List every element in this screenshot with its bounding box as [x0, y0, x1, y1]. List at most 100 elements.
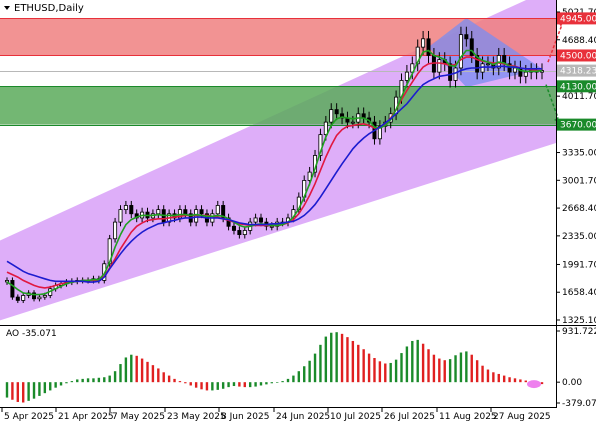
- ao-label: AO -35.071: [6, 329, 57, 339]
- ao-bar: [438, 358, 441, 383]
- ao-bar: [497, 373, 500, 383]
- candle-body: [334, 109, 339, 115]
- price-tick-label: 4011.70: [562, 92, 596, 102]
- level-price-label: 3670.00: [560, 121, 596, 131]
- ao-bar: [281, 381, 284, 383]
- main-price-pane: 5021.704688.404011.703335.003001.702668.…: [0, 0, 596, 326]
- level-price-label: 4318.23: [560, 67, 596, 77]
- ao-bar: [373, 358, 376, 383]
- ao-bar: [27, 382, 30, 401]
- candle-body: [15, 296, 20, 301]
- level-price-tag: [557, 49, 596, 62]
- ao-bar: [5, 382, 9, 398]
- ao-bar: [454, 355, 457, 383]
- ao-bar: [92, 378, 95, 383]
- candle-body: [350, 121, 355, 124]
- ao-bar: [427, 349, 430, 383]
- level-price-tag: [557, 64, 596, 77]
- ao-bar: [59, 382, 63, 386]
- candle-body: [253, 217, 258, 223]
- candle-body: [458, 34, 463, 69]
- ao-bar: [54, 382, 57, 388]
- price-tick-label: 1991.70: [562, 260, 596, 270]
- ao-bar: [103, 377, 106, 383]
- candle-body: [37, 296, 42, 300]
- symbol-label: ETHUSD,Daily: [14, 3, 84, 14]
- ao-bar: [157, 368, 160, 383]
- candle-body: [10, 280, 15, 298]
- main-plot-area: [0, 0, 556, 321]
- candle-body: [177, 209, 182, 219]
- candle-body: [42, 295, 47, 298]
- ao-bar: [448, 359, 452, 383]
- candle-body: [32, 292, 37, 300]
- candle-body: [21, 295, 26, 301]
- symbol-title[interactable]: ETHUSD,Daily: [4, 3, 84, 14]
- price-channel: [0, 0, 556, 321]
- price-tick-label: 3001.70: [562, 176, 596, 186]
- ao-bar: [205, 382, 209, 391]
- ao-marker: [527, 380, 541, 389]
- ao-bar: [221, 382, 225, 389]
- time-tick-label: 27 Aug 2025: [493, 412, 551, 422]
- ao-bar: [238, 382, 241, 387]
- ao-bar: [108, 375, 111, 383]
- candle-body: [199, 209, 204, 215]
- candle-body: [421, 38, 426, 48]
- time-tick-label: 26 Jul 2025: [384, 412, 435, 422]
- ao-bar: [357, 344, 360, 383]
- ao-bar: [276, 382, 279, 383]
- ao-bar: [130, 354, 133, 383]
- ao-bar: [76, 379, 79, 383]
- candle-body: [129, 205, 134, 215]
- ao-bar: [184, 382, 187, 384]
- ao-bar: [265, 382, 268, 385]
- candle-body: [523, 71, 528, 77]
- candle-body: [269, 225, 274, 228]
- ao-bar: [65, 382, 68, 384]
- ao-bar: [162, 372, 165, 383]
- candle-body: [113, 221, 118, 240]
- ao-bar: [43, 382, 47, 394]
- ao-bar: [540, 382, 544, 385]
- candle-body: [242, 230, 247, 236]
- level-price-tag: [557, 12, 596, 25]
- ao-tick-label: 931.722: [562, 327, 596, 337]
- ao-bar: [11, 382, 14, 400]
- ao-plot-area: [5, 332, 544, 403]
- ao-bar: [470, 354, 473, 383]
- candle-body: [231, 225, 236, 231]
- menu-triangle-icon[interactable]: [4, 6, 10, 10]
- level-price-label: 4130.00: [560, 82, 596, 92]
- ao-tick-label: -379.07: [562, 399, 596, 409]
- ao-bar: [351, 340, 355, 383]
- candle-body: [329, 109, 334, 123]
- ao-bar: [286, 378, 290, 383]
- ao-bar: [481, 365, 484, 383]
- ao-bar: [319, 344, 322, 383]
- ao-bar: [346, 337, 349, 383]
- candle-body: [404, 71, 409, 81]
- ao-bar: [243, 382, 246, 388]
- ao-bar: [32, 382, 36, 399]
- ao-bar: [297, 371, 301, 383]
- ao-bar: [135, 355, 138, 383]
- candle-body: [475, 55, 480, 73]
- candle-body: [183, 209, 188, 215]
- ao-bar: [335, 332, 338, 383]
- candle-body: [453, 67, 458, 81]
- time-tick-label: 7 May 2025: [112, 412, 165, 422]
- time-tick-label: 8 Jun 2025: [221, 412, 269, 422]
- candle-body: [307, 171, 312, 181]
- ao-bar: [232, 382, 236, 387]
- ao-bar: [400, 353, 403, 383]
- ao-bar: [146, 361, 149, 383]
- ao-bar: [465, 351, 468, 383]
- ao-bar: [486, 369, 490, 383]
- level-price-tag: [557, 118, 596, 131]
- level-price-tag: [557, 80, 596, 93]
- ao-bar: [502, 375, 506, 383]
- ao-bar: [124, 357, 128, 383]
- ao-bar: [378, 361, 382, 383]
